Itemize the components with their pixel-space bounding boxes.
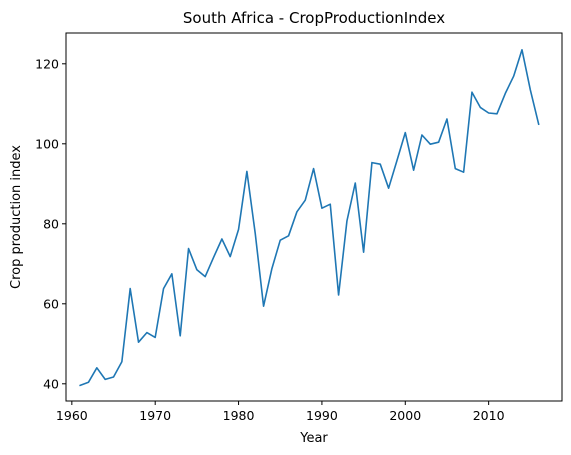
data-point	[245, 169, 249, 173]
data-point	[120, 360, 124, 364]
data-point	[503, 91, 507, 95]
data-point	[178, 334, 182, 338]
data-point	[295, 210, 299, 214]
data-point	[95, 366, 99, 370]
y-tick-label: 40	[43, 376, 59, 391]
data-point	[137, 340, 141, 344]
x-tick-label: 1990	[306, 408, 338, 423]
data-point	[195, 268, 199, 272]
data-point	[528, 88, 532, 92]
data-point	[537, 122, 541, 126]
data-point	[287, 234, 291, 238]
data-point	[203, 275, 207, 279]
y-axis-label: Crop production index	[9, 145, 24, 289]
data-point	[145, 331, 149, 335]
data-point	[495, 112, 499, 116]
data-point	[187, 247, 191, 251]
data-point	[470, 90, 474, 94]
data-point	[453, 167, 457, 171]
data-point	[487, 111, 491, 115]
data-point	[512, 74, 516, 78]
chart-title: South Africa - CropProductionIndex	[183, 9, 445, 27]
data-point	[462, 170, 466, 174]
data-point	[345, 219, 349, 223]
data-point	[87, 380, 91, 384]
data-point	[370, 161, 374, 165]
x-tick-label: 2000	[389, 408, 421, 423]
y-axis-ticks: 40 60 80 100 120	[35, 56, 66, 391]
data-point	[253, 231, 257, 235]
data-point	[320, 206, 324, 210]
x-axis-ticks: 1960 1970 1980 1990 2000 2010	[56, 401, 505, 423]
y-tick-label: 60	[43, 296, 59, 311]
x-tick-label: 2010	[473, 408, 505, 423]
y-tick-label: 80	[43, 216, 59, 231]
data-point	[128, 287, 132, 291]
y-tick-label: 100	[35, 136, 59, 151]
data-point	[403, 131, 407, 135]
data-point	[362, 250, 366, 254]
data-point	[478, 105, 482, 109]
data-point	[420, 133, 424, 137]
data-point	[237, 227, 241, 231]
data-point	[437, 140, 441, 144]
data-point	[262, 304, 266, 308]
x-tick-label: 1970	[139, 408, 171, 423]
data-point	[78, 383, 82, 387]
data-point	[212, 255, 216, 259]
data-point	[445, 117, 449, 121]
data-point	[328, 202, 332, 206]
data-point	[395, 159, 399, 163]
data-point	[220, 237, 224, 241]
data-point	[428, 142, 432, 146]
data-point	[303, 198, 307, 202]
y-tick-label: 120	[35, 56, 59, 71]
x-axis-label: Year	[299, 431, 328, 446]
data-point	[228, 255, 232, 259]
axes-frame	[65, 32, 563, 402]
series-line-0	[79, 48, 540, 387]
data-point	[270, 267, 274, 271]
data-point	[312, 167, 316, 171]
x-tick-label: 1980	[223, 408, 255, 423]
data-point	[112, 375, 116, 379]
data-point	[520, 48, 524, 52]
x-tick-label: 1960	[56, 408, 88, 423]
data-point	[387, 186, 391, 190]
data-point	[337, 293, 341, 297]
data-point	[353, 181, 357, 185]
data-point	[153, 335, 157, 339]
data-point	[103, 377, 107, 381]
data-point	[378, 162, 382, 166]
data-point	[412, 168, 416, 172]
plot-area	[78, 48, 541, 387]
data-point	[170, 272, 174, 276]
data-point	[162, 287, 166, 291]
data-point	[278, 238, 282, 242]
